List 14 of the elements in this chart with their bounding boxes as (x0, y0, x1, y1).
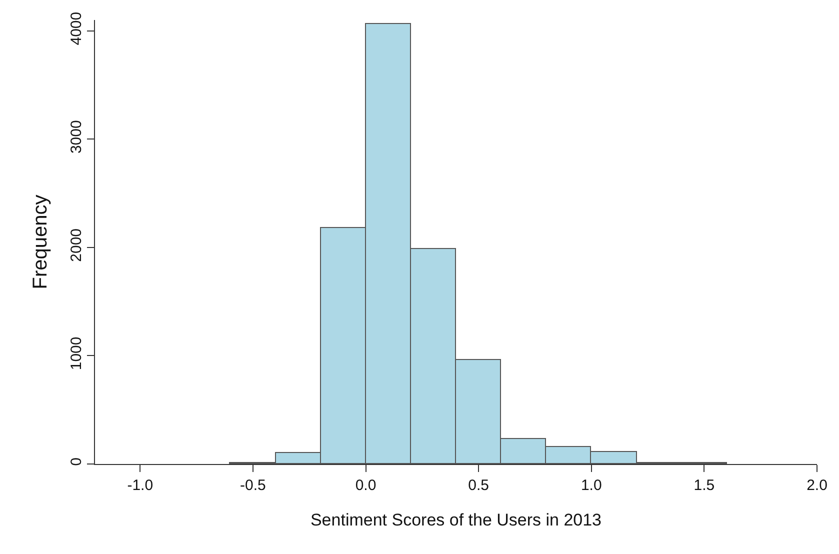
x-tick-label: 2.0 (806, 477, 828, 494)
x-tick-label: 1.0 (580, 477, 602, 494)
y-tick-label: 4000 (68, 12, 85, 46)
x-tick-label: 0.0 (355, 477, 376, 494)
y-tick-label: 0 (68, 458, 85, 466)
x-axis-title: Sentiment Scores of the Users in 2013 (310, 510, 602, 530)
y-tick-label: 1000 (68, 336, 85, 370)
y-tick-label: 3000 (68, 120, 85, 154)
y-axis-title: Frequency (30, 194, 52, 290)
x-tick-label: -1.0 (127, 477, 154, 494)
x-tick-label: -0.5 (240, 477, 266, 494)
y-tick-label: 2000 (68, 228, 85, 262)
x-tick-label: 0.5 (468, 477, 489, 494)
x-tick-label: 1.5 (694, 477, 715, 494)
